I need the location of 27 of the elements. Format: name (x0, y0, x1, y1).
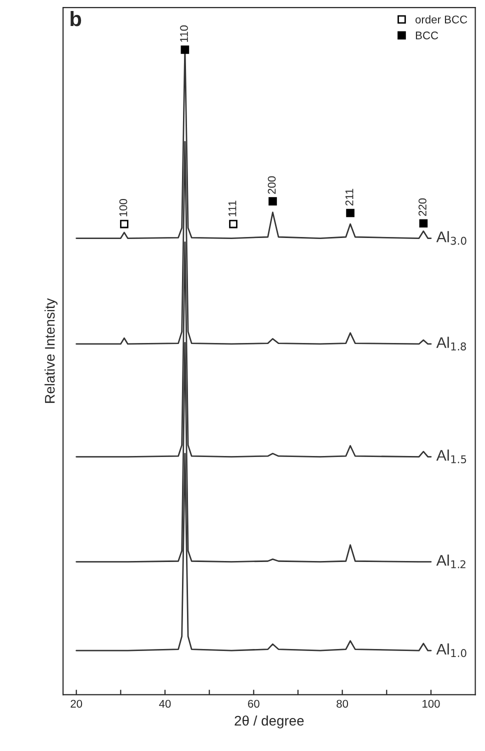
y-axis-title: Relative Intensity (44, 298, 58, 403)
annotation: 110 (180, 25, 188, 42)
annotation: 211 (345, 188, 354, 206)
point (419, 219, 428, 228)
x-axis-title: 2θ / degree (234, 715, 304, 728)
series-label: Al$_{1.0}$ (436, 643, 466, 658)
point (120, 220, 128, 228)
text: b (70, 10, 82, 26)
annotation: 111 (228, 200, 236, 216)
point (180, 45, 190, 54)
x-tick-label: 40 (159, 700, 171, 708)
annotation: 100 (119, 198, 128, 216)
legend-label: BCC (416, 31, 438, 40)
legend-label: order BCC (416, 15, 468, 24)
series-label: Al$_{1.5}$ (436, 450, 466, 464)
x-tick-label: 60 (248, 700, 260, 708)
x-tick-label: 100 (422, 700, 440, 708)
series-label: Al$_{1.2}$ (436, 554, 466, 568)
point (268, 197, 277, 206)
annotation: 220 (418, 198, 426, 216)
annotation: 200 (268, 176, 276, 194)
series-label: Al$_{3.0}$ (436, 231, 466, 245)
series-label: Al$_{1.8}$ (436, 336, 466, 350)
point (229, 220, 238, 228)
x-tick-label: 80 (336, 700, 348, 708)
x-tick-label: 20 (70, 700, 82, 708)
point (346, 208, 354, 218)
